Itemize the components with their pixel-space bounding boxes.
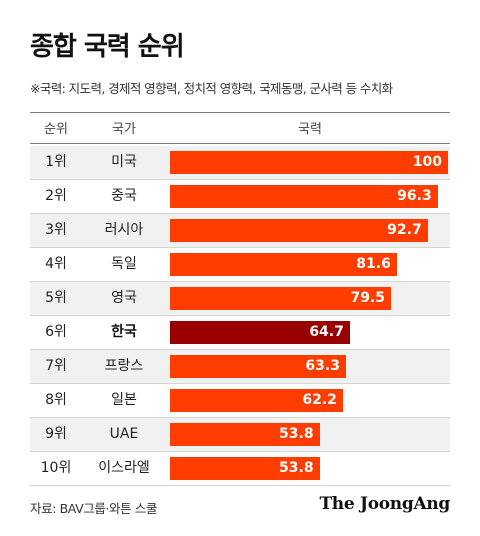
- country-label: 영국: [111, 290, 137, 306]
- bar: 53.8: [170, 457, 320, 480]
- rank-label: 8위: [45, 392, 67, 408]
- rank-label: 3위: [45, 222, 67, 238]
- bar: 79.5: [170, 287, 391, 310]
- header-power: 국력: [298, 122, 322, 137]
- rank-label: 4위: [45, 256, 67, 272]
- bar-value-label: 100: [412, 154, 442, 170]
- chart-subtitle: ※국력: 지도력, 경제적 영향력, 정치적 영향력, 국제동맹, 군사력 등 …: [30, 81, 393, 96]
- country-label: 중국: [111, 188, 137, 204]
- rank-label: 5위: [45, 290, 67, 306]
- bar: 53.8: [170, 423, 320, 446]
- header-top-rule: [30, 112, 450, 113]
- country-label: UAE: [109, 426, 139, 442]
- bar-value-label: 92.7: [387, 222, 422, 238]
- country-label: 독일: [111, 256, 137, 272]
- bar-value-label: 53.8: [279, 426, 314, 442]
- source-note: 자료: BAV그룹·와튼 스쿨: [30, 501, 158, 516]
- rank-label: 9위: [45, 426, 67, 442]
- table-row: 5위 영국 79.5: [30, 282, 450, 316]
- bar: 100: [170, 151, 448, 174]
- country-label: 한국: [111, 324, 137, 340]
- bar-value-label: 79.5: [350, 290, 385, 306]
- bar-value-label: 53.8: [279, 460, 314, 476]
- table-row: 2위 중국 96.3: [30, 180, 450, 214]
- bar-value-label: 96.3: [397, 188, 432, 204]
- table-row: 10위 이스라엘 53.8: [30, 452, 450, 486]
- header-rank: 순위: [44, 122, 68, 137]
- header-bottom-rule: [30, 143, 450, 144]
- rank-label: 2위: [45, 188, 67, 204]
- table-row: 4위 독일 81.6: [30, 248, 450, 282]
- table-row: 1위 미국 100: [30, 146, 450, 180]
- country-label: 러시아: [104, 222, 144, 238]
- country-label: 미국: [111, 154, 137, 170]
- chart-title: 종합 국력 순위: [30, 32, 185, 62]
- rank-label: 1위: [45, 154, 67, 170]
- bar: 63.3: [170, 355, 346, 378]
- bar: 64.7: [170, 321, 350, 344]
- rank-label: 10위: [40, 460, 72, 476]
- bar-value-label: 63.3: [305, 358, 340, 374]
- table-row: 7위 프랑스 63.3: [30, 350, 450, 384]
- bar: 81.6: [170, 253, 397, 276]
- rank-label: 7위: [45, 358, 67, 374]
- table-row: 3위 러시아 92.7: [30, 214, 450, 248]
- publisher-logo: The JoongAng: [319, 494, 450, 514]
- rank-label: 6위: [45, 324, 67, 340]
- bar: 62.2: [170, 389, 343, 412]
- bar-value-label: 81.6: [356, 256, 391, 272]
- bar: 96.3: [170, 185, 438, 208]
- table-row: 6위 한국 64.7: [30, 316, 450, 350]
- country-label: 이스라엘: [98, 460, 150, 476]
- bar-value-label: 62.2: [302, 392, 337, 408]
- table-row: 8위 일본 62.2: [30, 384, 450, 418]
- bar: 92.7: [170, 219, 428, 242]
- country-label: 프랑스: [104, 358, 144, 374]
- table-row: 9위 UAE 53.8: [30, 418, 450, 452]
- country-label: 일본: [111, 392, 137, 408]
- header-country: 국가: [112, 122, 136, 137]
- bar-value-label: 64.7: [309, 324, 344, 340]
